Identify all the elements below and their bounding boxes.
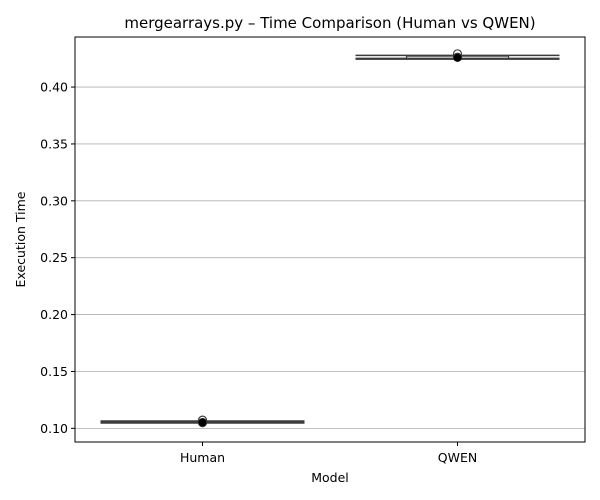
x-tick-label: Human xyxy=(180,450,225,465)
y-tick-label: 0.10 xyxy=(40,421,68,436)
y-axis-title: Execution Time xyxy=(13,191,28,287)
box-human xyxy=(100,415,305,428)
x-tick-label: QWEN xyxy=(438,450,477,465)
chart-title: mergearrays.py – Time Comparison (Human … xyxy=(124,14,535,32)
y-tick-label: 0.25 xyxy=(40,250,68,265)
mean-marker xyxy=(453,53,462,62)
plot-area-frame xyxy=(74,36,586,443)
box-qwen xyxy=(355,49,560,62)
grid-lines xyxy=(75,86,585,429)
y-tick-label: 0.15 xyxy=(40,364,68,379)
boxes xyxy=(100,49,560,428)
y-tick-label: 0.20 xyxy=(40,307,68,322)
y-axis-ticks: 0.10 0.15 0.20 0.25 0.30 0.35 0.40 xyxy=(40,80,75,436)
x-axis-title: Model xyxy=(311,470,349,485)
y-tick-label: 0.30 xyxy=(40,193,68,208)
y-tick-label: 0.40 xyxy=(40,80,68,95)
y-tick-label: 0.35 xyxy=(40,136,68,151)
x-axis-ticks: Human QWEN xyxy=(180,442,477,465)
mean-marker xyxy=(198,418,207,427)
